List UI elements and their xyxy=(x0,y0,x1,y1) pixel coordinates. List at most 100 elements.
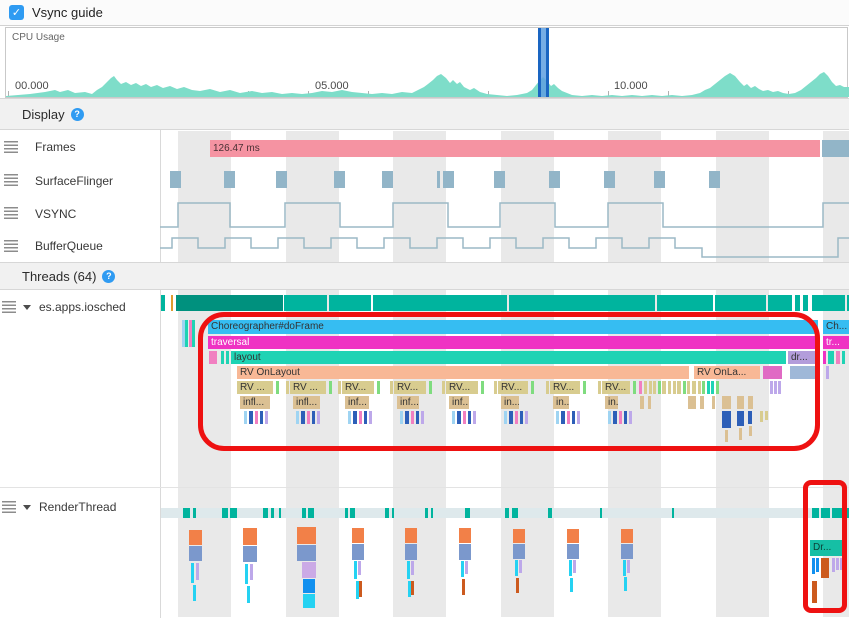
trace-span[interactable] xyxy=(702,381,705,394)
trace-span[interactable]: RV ... xyxy=(290,381,326,394)
trace-span[interactable]: Choreographer#doFrame xyxy=(208,320,818,334)
thread-state-segment[interactable] xyxy=(373,295,507,311)
trace-span[interactable]: in... xyxy=(605,396,618,409)
thread-state-segment[interactable] xyxy=(600,508,602,518)
trace-span[interactable] xyxy=(519,560,522,573)
thread-state-segment[interactable] xyxy=(768,295,792,311)
trace-span[interactable] xyxy=(465,561,468,574)
trace-span[interactable] xyxy=(515,560,518,576)
trace-span[interactable] xyxy=(359,411,362,424)
trace-span[interactable] xyxy=(193,585,196,601)
help-icon[interactable]: ? xyxy=(70,107,84,121)
trace-span[interactable] xyxy=(442,381,445,394)
thread-state-segment[interactable] xyxy=(672,508,674,518)
trace-span[interactable]: infl... xyxy=(240,396,270,409)
trace-span[interactable]: in... xyxy=(501,396,519,409)
trace-span[interactable] xyxy=(716,381,719,394)
thread-state-segment[interactable] xyxy=(329,295,371,311)
trace-span[interactable]: RV... xyxy=(446,381,478,394)
trace-span[interactable] xyxy=(359,581,362,597)
trace-span[interactable] xyxy=(546,381,549,394)
thread-state-segment[interactable] xyxy=(171,295,173,311)
thread-state-segment[interactable] xyxy=(821,508,830,518)
thread-state-segment[interactable] xyxy=(271,508,274,518)
trace-span[interactable]: Dr... xyxy=(810,540,842,556)
trace-span[interactable] xyxy=(354,561,357,579)
trace-span[interactable] xyxy=(658,381,661,394)
trace-span[interactable] xyxy=(196,563,199,580)
trace-span[interactable] xyxy=(722,411,731,428)
trace-span[interactable]: inf... xyxy=(345,396,369,409)
trace-span[interactable] xyxy=(329,381,332,394)
thread-state-segment[interactable] xyxy=(279,508,281,518)
thread-state-segment[interactable] xyxy=(832,508,844,518)
trace-span[interactable] xyxy=(353,411,357,424)
trace-span[interactable] xyxy=(405,544,417,560)
thread-state-segment[interactable] xyxy=(657,295,713,311)
trace-span[interactable] xyxy=(416,411,419,424)
thread-state-segment[interactable] xyxy=(183,508,190,518)
thread-state-segment[interactable] xyxy=(847,295,849,311)
trace-span[interactable] xyxy=(821,558,829,578)
thread-state-segment[interactable] xyxy=(465,508,470,518)
trace-span[interactable]: infl... xyxy=(293,396,320,409)
trace-span[interactable] xyxy=(515,411,518,424)
trace-span[interactable] xyxy=(627,560,630,573)
trace-span[interactable] xyxy=(377,381,380,394)
trace-span[interactable] xyxy=(411,411,414,424)
thread-state-segment[interactable] xyxy=(803,295,808,311)
thread-state-segment[interactable] xyxy=(795,295,800,311)
surfaceflinger-frame-bar[interactable] xyxy=(654,171,665,188)
trace-span[interactable] xyxy=(633,381,636,394)
trace-span[interactable] xyxy=(688,396,696,409)
trace-span[interactable] xyxy=(244,411,247,424)
trace-span[interactable] xyxy=(358,561,361,575)
trace-span[interactable] xyxy=(737,396,744,409)
trace-span[interactable] xyxy=(583,381,586,394)
trace-span[interactable] xyxy=(411,561,414,575)
thread-state-segment[interactable] xyxy=(715,295,766,311)
trace-span[interactable] xyxy=(226,351,229,364)
trace-span[interactable] xyxy=(662,381,666,394)
trace-span[interactable] xyxy=(763,366,782,379)
trace-span[interactable] xyxy=(245,564,248,584)
trace-span[interactable] xyxy=(221,351,224,364)
trace-span[interactable] xyxy=(619,411,622,424)
trace-span[interactable] xyxy=(774,381,777,394)
trace-span[interactable] xyxy=(191,563,194,583)
trace-span[interactable] xyxy=(429,381,432,394)
trace-span[interactable] xyxy=(687,381,690,394)
trace-span[interactable] xyxy=(790,366,815,379)
trace-span[interactable] xyxy=(473,411,476,424)
trace-span[interactable] xyxy=(390,381,393,394)
trace-span[interactable] xyxy=(812,581,817,603)
trace-span[interactable] xyxy=(836,558,839,570)
trace-span[interactable] xyxy=(352,528,364,543)
trace-span[interactable]: layout xyxy=(231,351,786,364)
surfaceflinger-frame-bar[interactable] xyxy=(170,171,181,188)
trace-span[interactable] xyxy=(463,411,466,424)
trace-span[interactable] xyxy=(621,529,633,543)
trace-span[interactable] xyxy=(494,381,497,394)
frame-duration-bar[interactable]: 126.47 ms xyxy=(210,140,820,157)
surfaceflinger-frame-bar[interactable] xyxy=(709,171,720,188)
trace-span[interactable]: RV OnLa... xyxy=(694,366,760,379)
thread-state-segment[interactable] xyxy=(350,508,355,518)
surfaceflinger-frame-bar[interactable] xyxy=(549,171,560,188)
trace-span[interactable] xyxy=(570,578,573,592)
trace-span[interactable] xyxy=(247,586,250,603)
trace-span[interactable] xyxy=(673,381,676,394)
thread-state-segment[interactable] xyxy=(812,508,819,518)
help-icon[interactable]: ? xyxy=(102,269,116,283)
trace-span[interactable] xyxy=(760,411,763,422)
trace-span[interactable] xyxy=(644,381,647,394)
trace-span[interactable] xyxy=(573,560,576,573)
trace-span[interactable]: RV ... xyxy=(237,381,273,394)
trace-span[interactable] xyxy=(338,381,341,394)
thread-state-segment[interactable] xyxy=(431,508,433,518)
thread-state-segment[interactable] xyxy=(230,508,237,518)
trace-span[interactable] xyxy=(842,351,845,364)
thread-state-segment[interactable] xyxy=(176,295,283,311)
trace-span[interactable] xyxy=(561,411,565,424)
trace-span[interactable] xyxy=(411,581,414,595)
